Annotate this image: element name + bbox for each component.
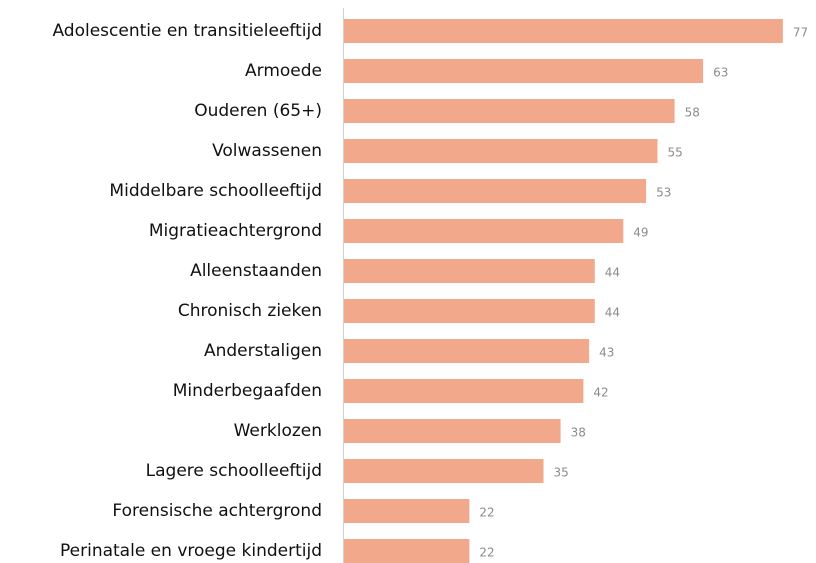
- value-label: 63: [713, 66, 728, 80]
- value-label: 38: [571, 426, 586, 440]
- value-label: 58: [685, 106, 700, 120]
- bar: [344, 299, 595, 323]
- category-label: Adolescentie en transitieleeftijd: [52, 21, 322, 41]
- category-label: Chronisch zieken: [178, 301, 322, 321]
- bar: [344, 419, 561, 443]
- category-label: Armoede: [245, 61, 322, 81]
- value-label: 35: [554, 466, 569, 480]
- bar: [344, 219, 624, 243]
- value-label: 42: [593, 386, 608, 400]
- category-label: Alleenstaanden: [190, 261, 322, 281]
- bar: [344, 59, 704, 83]
- category-label: Forensische achtergrond: [112, 501, 322, 521]
- category-label: Perinatale en vroege kindertijd: [60, 541, 322, 561]
- bar: [344, 19, 783, 43]
- category-label: Ouderen (65+): [194, 101, 322, 121]
- bar: [344, 459, 544, 483]
- value-label: 43: [599, 346, 614, 360]
- category-label: Migratieachtergrond: [149, 221, 322, 241]
- value-label: 44: [605, 306, 620, 320]
- category-label: Werklozen: [234, 421, 322, 441]
- value-label: 22: [479, 506, 494, 520]
- value-label: 77: [793, 26, 808, 40]
- value-label: 55: [668, 146, 683, 160]
- category-label: Volwassenen: [212, 141, 322, 161]
- category-label: Middelbare schoolleeftijd: [109, 181, 322, 201]
- category-label: Lagere schoolleeftijd: [146, 461, 322, 481]
- bar: [344, 179, 647, 203]
- bar: [344, 339, 590, 363]
- value-label: 49: [633, 226, 648, 240]
- bar: [344, 259, 595, 283]
- value-label: 22: [479, 546, 494, 560]
- bar: [344, 379, 584, 403]
- bar: [344, 499, 470, 523]
- value-label: 53: [656, 186, 671, 200]
- bar: [344, 99, 675, 123]
- category-label: Minderbegaafden: [173, 381, 322, 401]
- bar: [344, 539, 470, 563]
- category-label: Anderstaligen: [204, 341, 322, 361]
- value-label: 44: [605, 266, 620, 280]
- bar: [344, 139, 658, 163]
